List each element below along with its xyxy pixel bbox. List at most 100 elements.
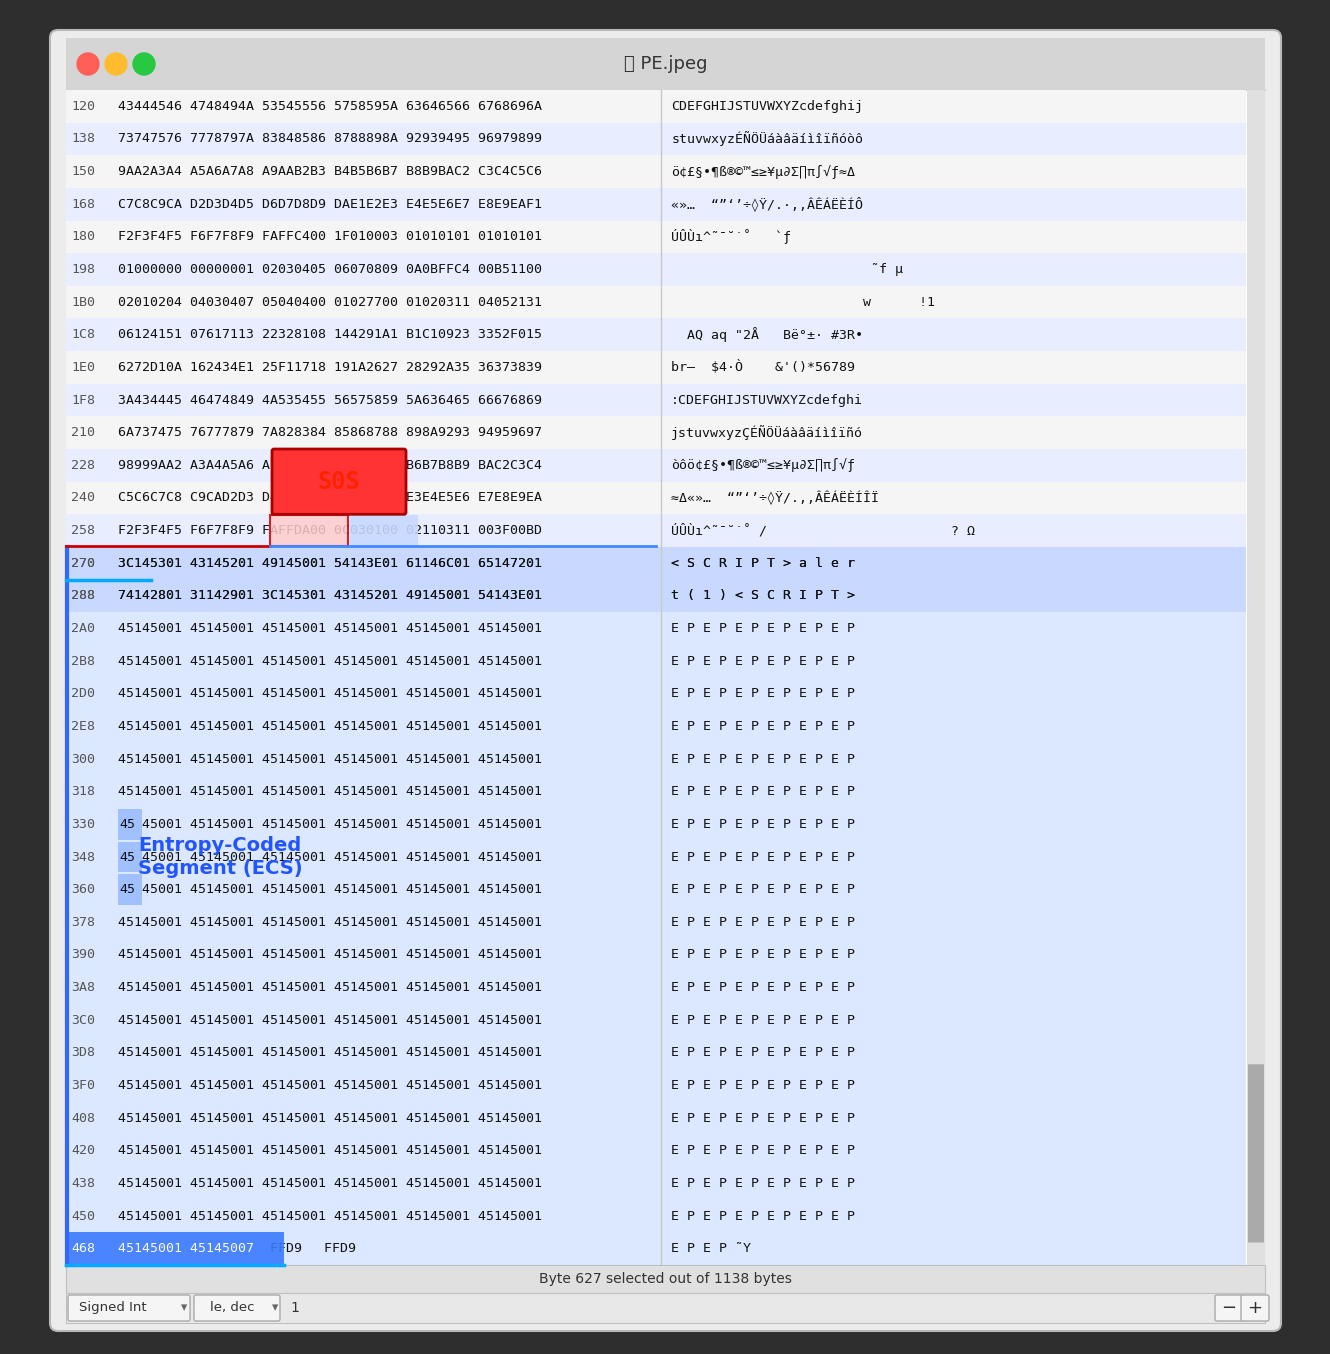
Bar: [66, 38, 1265, 89]
FancyBboxPatch shape: [68, 1294, 190, 1322]
Text: 258: 258: [70, 524, 94, 538]
Bar: [66, 808, 1246, 841]
Text: 150: 150: [70, 165, 94, 179]
Text: C7C8C9CA D2D3D4D5 D6D7D8D9 DAE1E2E3 E4E5E6E7 E8E9EAF1: C7C8C9CA D2D3D4D5 D6D7D8D9 DAE1E2E3 E4E5…: [118, 198, 543, 211]
Text: 1E0: 1E0: [70, 362, 94, 374]
Text: 168: 168: [70, 198, 94, 211]
Text: 228: 228: [70, 459, 94, 471]
Text: ˜f μ: ˜f μ: [672, 263, 903, 276]
Bar: [66, 677, 1246, 709]
Bar: [66, 709, 1246, 743]
Text: 180: 180: [70, 230, 94, 244]
Text: 3C145301 43145201 49145001 54143E01 61146C01 65147201: 3C145301 43145201 49145001 54143E01 6114…: [118, 556, 543, 570]
Text: 3A434445 46474849 4A535455 56575859 5A636465 66676869: 3A434445 46474849 4A535455 56575859 5A63…: [118, 394, 543, 406]
Text: 420: 420: [70, 1144, 94, 1158]
Text: 450: 450: [70, 1209, 94, 1223]
Bar: [66, 580, 1246, 612]
Bar: [66, 221, 1246, 253]
Text: < S C R I P T > a l e r: < S C R I P T > a l e r: [672, 556, 855, 570]
Bar: [66, 450, 1246, 482]
Text: E P E P E P E P E P E P: E P E P E P E P E P E P: [672, 982, 855, 994]
Bar: [66, 1200, 1246, 1232]
Bar: [66, 253, 1246, 286]
Text: 120: 120: [70, 100, 94, 112]
Bar: [66, 873, 1246, 906]
Text: S0S: S0S: [318, 470, 360, 494]
Bar: [66, 286, 1246, 318]
Bar: [66, 351, 1246, 383]
Text: < S C R I P T > a l e r: < S C R I P T > a l e r: [672, 556, 855, 570]
FancyBboxPatch shape: [273, 450, 406, 515]
Bar: [66, 1232, 1246, 1265]
Text: 2E8: 2E8: [70, 720, 94, 733]
Bar: [66, 1003, 1246, 1037]
Text: 45145001 45145001 45145001 45145001 45145001 45145001: 45145001 45145001 45145001 45145001 4514…: [118, 1209, 543, 1223]
Text: 9AA2A3A4 A5A6A7A8 A9AAB2B3 B4B5B6B7 B8B9BAC2 C3C4C5C6: 9AA2A3A4 A5A6A7A8 A9AAB2B3 B4B5B6B7 B8B9…: [118, 165, 543, 179]
Text: 📷 PE.jpeg: 📷 PE.jpeg: [624, 56, 708, 73]
Text: 288: 288: [70, 589, 94, 603]
Text: 45145001 45145001 45145001 45145001 45145001 45145001: 45145001 45145001 45145001 45145001 4514…: [118, 688, 543, 700]
Bar: [66, 1037, 1246, 1070]
Bar: [66, 971, 1246, 1003]
Text: 45145001 45145001 45145001 45145001 45145001 45145001: 45145001 45145001 45145001 45145001 4514…: [118, 1177, 543, 1190]
Bar: [66, 645, 1246, 677]
Text: E P E P E P E P E P E P: E P E P E P E P E P E P: [672, 785, 855, 799]
Text: 318: 318: [70, 785, 94, 799]
Text: t ( 1 ) < S C R I P T >: t ( 1 ) < S C R I P T >: [672, 589, 855, 603]
Text: 360: 360: [70, 883, 94, 896]
Bar: [66, 123, 1246, 156]
Text: 6A737475 76777879 7A828384 85868788 898A9293 94959697: 6A737475 76777879 7A828384 85868788 898A…: [118, 427, 543, 439]
Text: òôö¢£§•¶ß®©™≤≥¥μ∂Σ∏π∫√ƒ: òôö¢£§•¶ß®©™≤≥¥μ∂Σ∏π∫√ƒ: [672, 458, 855, 473]
Text: 45145001 45145001 45145001 45145001 45145001 45145001: 45145001 45145001 45145001 45145001 4514…: [118, 948, 543, 961]
Bar: [118, 875, 142, 904]
Text: 1: 1: [290, 1301, 299, 1315]
Text: 300: 300: [70, 753, 94, 765]
FancyBboxPatch shape: [194, 1294, 281, 1322]
Text: 45145001 45145001 45145001 45145001 45145001 45145001: 45145001 45145001 45145001 45145001 4514…: [118, 1144, 543, 1158]
FancyBboxPatch shape: [1241, 1294, 1269, 1322]
Text: 270: 270: [70, 556, 94, 570]
Bar: [66, 1232, 285, 1265]
Text: −: −: [1221, 1298, 1237, 1317]
Text: 2A0: 2A0: [70, 621, 94, 635]
Text: 45: 45: [118, 883, 136, 896]
Text: 01000000 00000001 02030405 06070809 0A0BFFC4 00B51100: 01000000 00000001 02030405 06070809 0A0B…: [118, 263, 543, 276]
Bar: [66, 938, 1246, 971]
Text: t ( 1 ) < S C R I P T >: t ( 1 ) < S C R I P T >: [672, 589, 855, 603]
Text: F2F3F4F5 F6F7F8F9 FAFFC400 1F010003 01010101 01010101: F2F3F4F5 F6F7F8F9 FAFFC400 1F010003 0101…: [118, 230, 543, 244]
Text: 45145001 45145001 45145001 45145001 45145001 45145001: 45145001 45145001 45145001 45145001 4514…: [118, 850, 543, 864]
Bar: [66, 580, 1246, 612]
Bar: [350, 516, 418, 546]
Text: stuvwxyzÉÑÖÜáàâäíìîïñóòô: stuvwxyzÉÑÖÜáàâäíìîïñóòô: [672, 131, 863, 146]
Text: «»…  “”‘’÷◊Ÿ/.·,‚ÂÊÁËÈÍÔ: «»… “”‘’÷◊Ÿ/.·,‚ÂÊÁËÈÍÔ: [672, 196, 863, 211]
Text: E P E P E P E P E P E P: E P E P E P E P E P E P: [672, 915, 855, 929]
Text: E P E P E P E P E P E P: E P E P E P E P E P E P: [672, 1209, 855, 1223]
Text: E P E P E P E P E P E P: E P E P E P E P E P E P: [672, 1144, 855, 1158]
Text: 240: 240: [70, 492, 94, 505]
Text: E P E P E P E P E P E P: E P E P E P E P E P E P: [672, 1177, 855, 1190]
Text: 45145001 45145001 45145001 45145001 45145001 45145001: 45145001 45145001 45145001 45145001 4514…: [118, 753, 543, 765]
Bar: [66, 318, 1246, 351]
Text: 73747576 7778797A 83848586 8788898A 92939495 96979899: 73747576 7778797A 83848586 8788898A 9293…: [118, 133, 543, 145]
Text: E P E P E P E P E P E P: E P E P E P E P E P E P: [672, 818, 855, 831]
Text: E P E P E P E P E P E P: E P E P E P E P E P E P: [672, 1079, 855, 1091]
Text: w      !1: w !1: [672, 295, 935, 309]
Text: FFD9: FFD9: [309, 1242, 356, 1255]
Text: E P E P E P E P E P E P: E P E P E P E P E P E P: [672, 1112, 855, 1125]
Text: 330: 330: [70, 818, 94, 831]
Text: 468: 468: [70, 1242, 94, 1255]
FancyBboxPatch shape: [1248, 1064, 1264, 1243]
Text: br–  $4·Ò    &'()*56789: br– $4·Ò &'()*56789: [672, 360, 855, 375]
Text: E P E P E P E P E P E P: E P E P E P E P E P E P: [672, 1047, 855, 1059]
Text: E P E P E P E P E P E P: E P E P E P E P E P E P: [672, 883, 855, 896]
Text: E P E P E P E P E P E P: E P E P E P E P E P E P: [672, 655, 855, 668]
Text: ÚÛÙı^˜¯˘˙˚ /                       ? Ω: ÚÛÙı^˜¯˘˙˚ / ? Ω: [672, 524, 975, 538]
Text: 2B8: 2B8: [70, 655, 94, 668]
Text: 45145001 45145001 45145001 45145001 45145001 45145001: 45145001 45145001 45145001 45145001 4514…: [118, 720, 543, 733]
Bar: [66, 417, 1246, 450]
Bar: [66, 547, 1246, 580]
Text: 270: 270: [70, 556, 94, 570]
Bar: [66, 1293, 1265, 1323]
Text: 3F0: 3F0: [70, 1079, 94, 1091]
Bar: [66, 1070, 1246, 1102]
